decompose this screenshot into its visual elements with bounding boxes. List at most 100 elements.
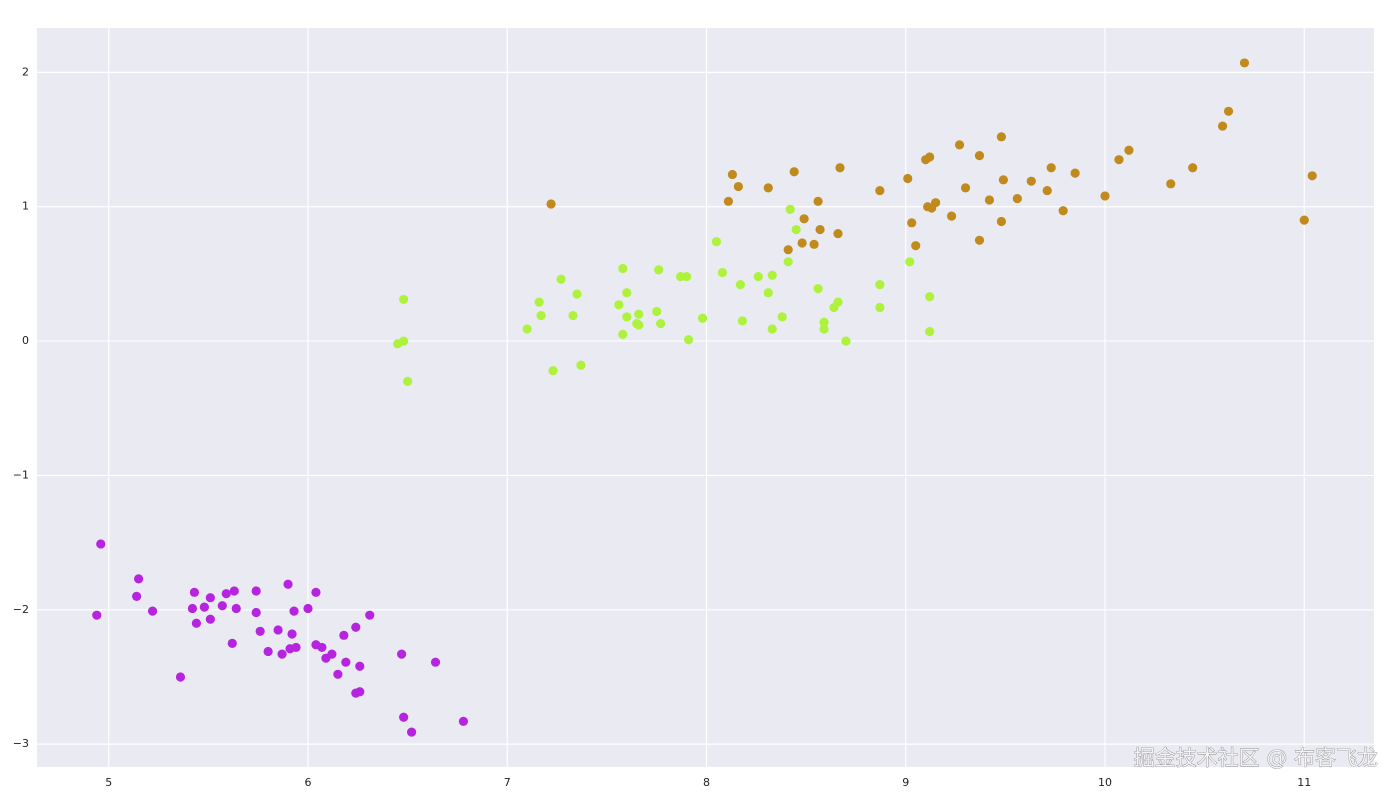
point: [1114, 155, 1124, 165]
point: [753, 271, 763, 282]
plot-area: [37, 28, 1374, 767]
x-tick-label: 6: [304, 776, 311, 789]
point: [227, 638, 237, 648]
point: [572, 289, 582, 299]
point: [984, 195, 995, 205]
point: [351, 622, 361, 632]
point: [960, 183, 971, 193]
point: [403, 376, 413, 386]
point: [799, 214, 809, 224]
point: [835, 163, 845, 173]
point: [735, 280, 745, 290]
y-tick-label: −3: [13, 737, 29, 750]
x-tick-label: 7: [504, 776, 511, 789]
point: [954, 140, 965, 150]
point: [205, 614, 215, 624]
point: [791, 224, 801, 235]
point: [875, 280, 885, 290]
point: [576, 360, 586, 370]
point: [1058, 206, 1068, 216]
point: [534, 297, 544, 307]
point: [654, 265, 664, 275]
point: [355, 661, 365, 671]
point: [191, 618, 202, 628]
point: [618, 263, 628, 274]
point: [903, 173, 913, 184]
point: [147, 606, 158, 616]
point: [175, 672, 186, 682]
point: [785, 204, 795, 214]
point: [683, 335, 694, 345]
point: [189, 587, 200, 597]
point: [813, 196, 823, 206]
point: [797, 238, 807, 248]
point: [815, 224, 825, 235]
x-tick-label: 9: [902, 776, 909, 789]
point: [809, 239, 819, 249]
point: [875, 185, 885, 196]
point: [723, 196, 734, 206]
point: [783, 257, 793, 267]
point: [556, 274, 566, 284]
point: [907, 218, 917, 228]
point: [458, 716, 469, 726]
point: [813, 284, 823, 294]
point: [205, 593, 215, 603]
point: [789, 167, 799, 177]
point: [134, 574, 144, 584]
point: [697, 313, 708, 323]
point: [656, 319, 666, 329]
point: [996, 216, 1006, 227]
point: [905, 257, 915, 267]
point: [341, 657, 351, 667]
point: [229, 586, 239, 596]
point: [1166, 179, 1176, 189]
point: [737, 316, 747, 326]
point: [263, 646, 273, 657]
point: [767, 324, 777, 334]
point: [199, 602, 209, 612]
point: [355, 687, 365, 697]
x-tick-label: 8: [703, 776, 710, 789]
point: [568, 310, 578, 321]
point: [327, 649, 337, 659]
point: [841, 336, 851, 346]
point: [1046, 163, 1056, 173]
point: [681, 271, 692, 282]
point: [231, 603, 241, 614]
point: [522, 324, 532, 334]
point: [546, 199, 556, 209]
point: [974, 235, 985, 245]
point: [221, 589, 231, 599]
point: [925, 292, 935, 302]
point: [925, 152, 935, 162]
point: [833, 297, 843, 307]
point: [1026, 176, 1036, 186]
point: [925, 327, 935, 337]
point: [406, 727, 417, 737]
point: [833, 228, 843, 239]
watermark: 掘金技术社区 @ 布客飞龙: [1134, 746, 1378, 770]
point: [251, 586, 261, 596]
point: [931, 198, 941, 208]
point: [767, 270, 777, 280]
point: [303, 603, 313, 614]
point: [777, 312, 787, 322]
point: [1239, 58, 1250, 68]
y-tick-label: −1: [13, 468, 29, 481]
point: [273, 625, 283, 635]
point: [998, 175, 1008, 185]
x-tick-label: 11: [1297, 776, 1311, 789]
point: [717, 267, 728, 278]
x-tick-label: 5: [105, 776, 112, 789]
point: [614, 300, 624, 310]
point: [397, 649, 407, 659]
point: [1299, 215, 1309, 225]
point: [1223, 106, 1234, 116]
point: [333, 669, 343, 679]
point: [287, 629, 297, 639]
point: [536, 310, 546, 321]
point: [763, 183, 773, 193]
point: [727, 169, 737, 180]
point: [1042, 185, 1052, 196]
